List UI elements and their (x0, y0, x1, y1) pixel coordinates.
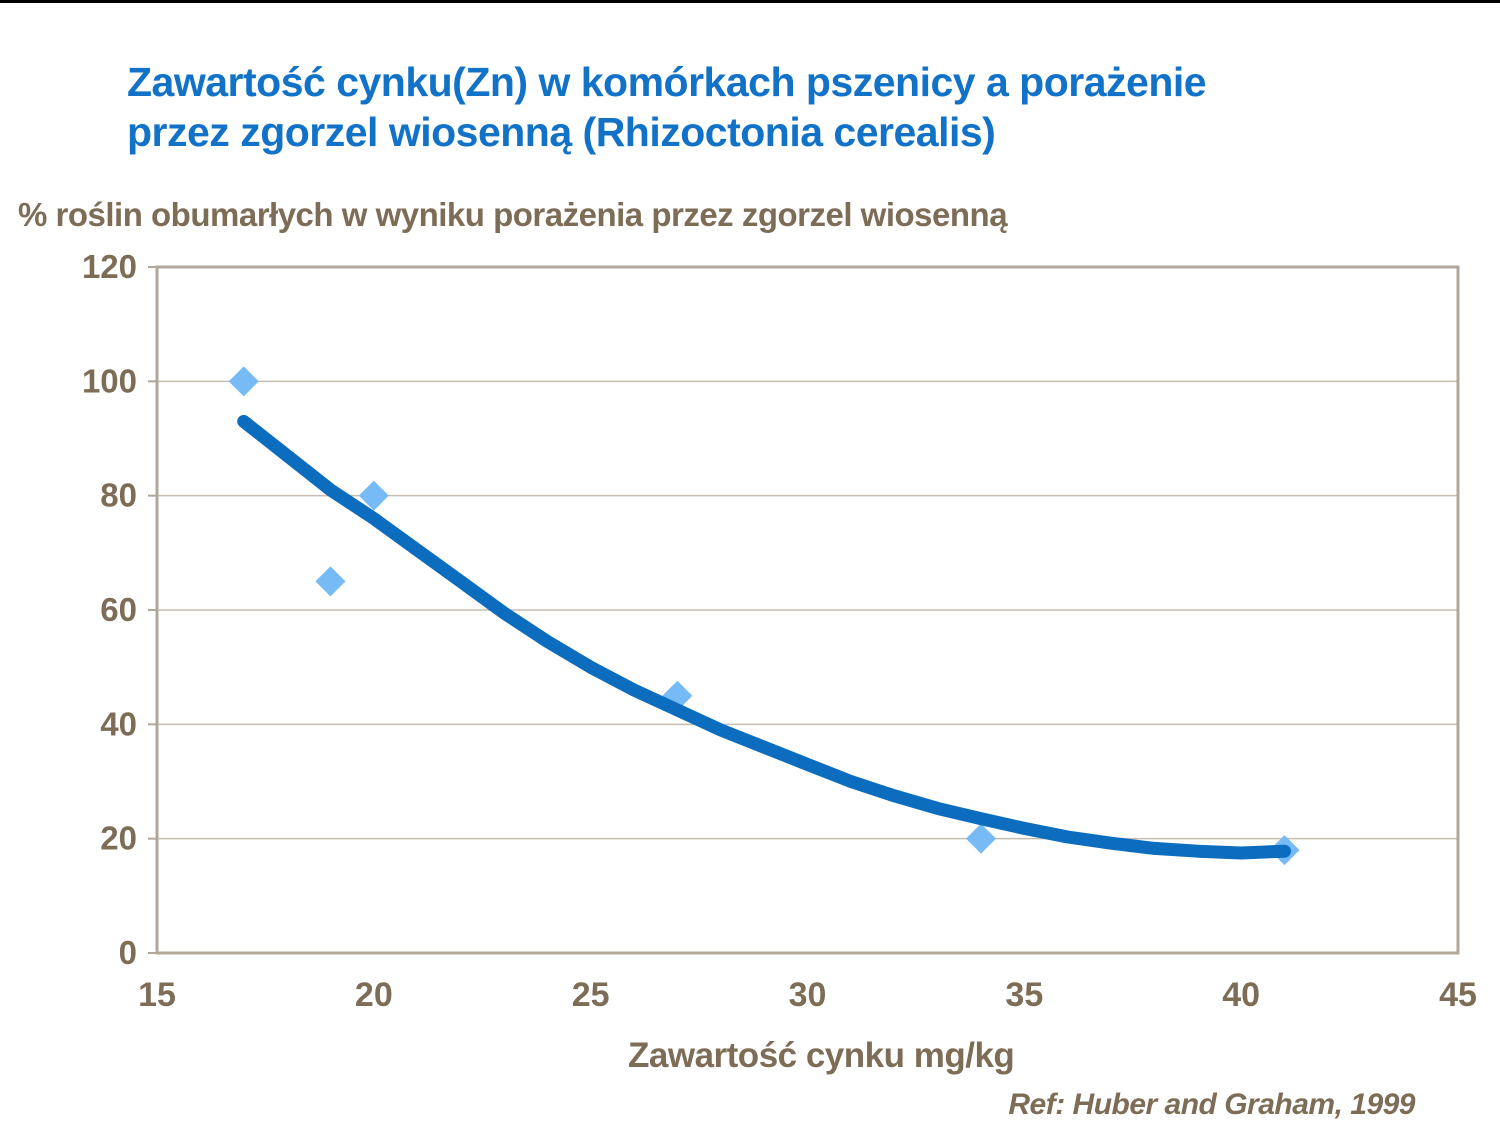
data-point (228, 366, 259, 397)
y-tick-label: 100 (82, 362, 137, 399)
y-tick-label: 0 (119, 934, 137, 971)
chart-title-line-1: Zawartość cynku(Zn) w komórkach pszenicy… (127, 59, 1207, 105)
plot-border (155, 265, 1460, 955)
y-tick-label: 20 (100, 820, 137, 857)
y-axis-title: % roślin obumarłych w wyniku porażenia p… (18, 196, 1008, 233)
chart-title-line-2: przez zgorzel wiosenną (Rhizoctonia cere… (127, 109, 996, 156)
data-point (965, 823, 996, 854)
y-tick-label: 80 (100, 477, 137, 514)
y-tick-label: 40 (100, 705, 137, 742)
x-tick-label: 20 (355, 976, 393, 1014)
x-tick-label: 15 (138, 976, 176, 1014)
y-tick-label: 120 (82, 248, 137, 285)
data-point (358, 480, 389, 511)
trend-line (237, 414, 1291, 860)
chart-title: Zawartość cynku(Zn) w komórkach pszenicy… (127, 57, 1427, 158)
x-tick-label: 35 (1005, 976, 1043, 1014)
y-tick-label: 60 (100, 591, 137, 628)
x-tick-label: 25 (572, 976, 610, 1014)
top-border-strip (0, 0, 1500, 3)
x-axis-title: Zawartość cynku mg/kg (628, 1036, 1015, 1075)
data-point (315, 566, 346, 597)
x-tick-label: 45 (1439, 976, 1477, 1014)
x-tick-label: 30 (789, 976, 827, 1014)
reference-citation: Ref: Huber and Graham, 1999 (1008, 1088, 1415, 1121)
x-tick-label: 40 (1222, 976, 1260, 1014)
